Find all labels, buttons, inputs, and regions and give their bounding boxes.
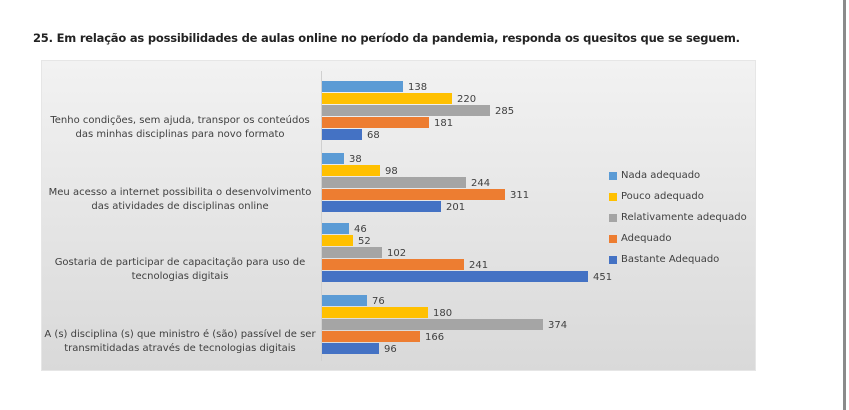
data-label: 166 — [425, 332, 445, 343]
data-label: 220 — [457, 94, 477, 105]
bar — [322, 271, 588, 282]
bar — [322, 201, 441, 212]
bar — [322, 235, 353, 246]
data-label: 46 — [354, 224, 367, 235]
bar — [322, 247, 382, 258]
bar — [322, 81, 403, 92]
legend-swatch-icon — [609, 192, 617, 201]
bar — [322, 165, 380, 176]
legend-label: Nada adequado — [621, 170, 701, 181]
data-label: 96 — [384, 344, 397, 355]
data-label: 52 — [358, 236, 371, 247]
bar — [322, 177, 466, 188]
legend-swatch-icon — [609, 213, 617, 222]
data-label: 180 — [433, 308, 453, 319]
data-label: 451 — [593, 272, 613, 283]
legend-item: Bastante Adequado — [609, 249, 747, 270]
bar — [322, 259, 464, 270]
bar — [322, 331, 420, 342]
bar — [322, 343, 379, 354]
legend-swatch-icon — [609, 255, 617, 264]
bar — [322, 319, 543, 330]
data-label: 98 — [385, 166, 398, 177]
category-label-line: transmitidadas através de tecnologias di… — [64, 343, 296, 354]
data-label: 241 — [469, 260, 489, 271]
category-label: Gostaria de participar de capacitação pa… — [42, 256, 318, 284]
legend-label: Bastante Adequado — [621, 254, 720, 265]
category-label-line: A (s) disciplina (s) que ministro é (são… — [44, 329, 316, 340]
data-label: 102 — [387, 248, 407, 259]
data-label: 285 — [495, 106, 515, 117]
bar — [322, 129, 362, 140]
page-edge-scrollbar — [843, 0, 846, 410]
bar — [322, 189, 505, 200]
legend-swatch-icon — [609, 171, 617, 180]
data-label: 181 — [434, 118, 454, 129]
data-label: 138 — [408, 82, 428, 93]
legend-item: Nada adequado — [609, 165, 747, 186]
bar — [322, 93, 452, 104]
data-label: 68 — [367, 130, 380, 141]
data-label: 76 — [372, 296, 385, 307]
question-title: 25. Em relação as possibilidades de aula… — [33, 31, 740, 45]
data-label: 38 — [349, 154, 362, 165]
data-label: 311 — [510, 190, 530, 201]
legend: Nada adequado Pouco adequado Relativamente… — [609, 165, 747, 270]
legend-item: Relativamente adequado — [609, 207, 747, 228]
legend-label: Relativamente adequado — [621, 212, 747, 223]
category-label-line: Gostaria de participar de capacitação pa… — [54, 257, 306, 268]
legend-swatch-icon — [609, 234, 617, 243]
category-label-line: Tenho condições, sem ajuda, transpor os … — [50, 115, 310, 126]
bar — [322, 153, 344, 164]
bar — [322, 295, 367, 306]
bar — [322, 117, 429, 128]
legend-item: Adequado — [609, 228, 747, 249]
data-label: 201 — [446, 202, 466, 213]
category-label: Meu acesso a internet possibilita o dese… — [42, 186, 318, 214]
category-label: Tenho condições, sem ajuda, transpor os … — [42, 114, 318, 142]
legend-label: Adequado — [621, 233, 672, 244]
bar — [322, 105, 490, 116]
bar-chart: Nada adequado Pouco adequado Relativamente… — [41, 60, 756, 371]
data-label: 244 — [471, 178, 491, 189]
category-label-line: Meu acesso a internet possibilita o dese… — [48, 187, 312, 198]
category-label-line: tecnologias digitais — [131, 271, 229, 282]
category-label-line: das atividades de disciplinas online — [91, 201, 269, 212]
category-axis — [321, 71, 322, 361]
data-label: 374 — [548, 320, 568, 331]
legend-label: Pouco adequado — [621, 191, 704, 202]
category-label-line: das minhas disciplinas para novo formato — [75, 129, 285, 140]
bar — [322, 307, 428, 318]
bar — [322, 223, 349, 234]
legend-item: Pouco adequado — [609, 186, 747, 207]
category-label: A (s) disciplina (s) que ministro é (são… — [42, 328, 318, 356]
